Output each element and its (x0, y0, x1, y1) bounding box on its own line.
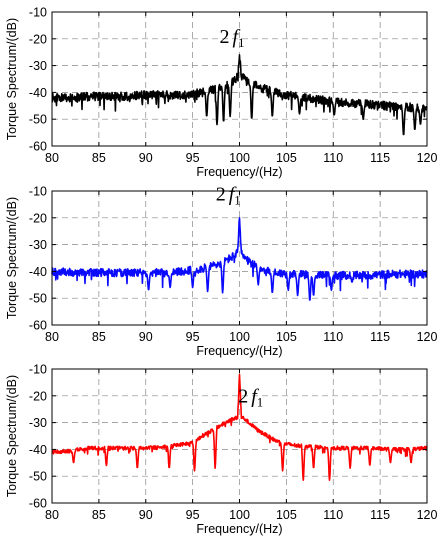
x-tick-label: 95 (186, 508, 200, 522)
y-tick-label: -60 (29, 497, 47, 511)
y-tick-label: -20 (29, 389, 47, 403)
peak-annotation: 2 f1 (238, 386, 263, 410)
grid (52, 12, 427, 146)
y-tick-label: -30 (29, 238, 47, 252)
y-tick-label: -40 (29, 443, 47, 457)
peak-annotation: 2 f1 (219, 26, 244, 50)
x-tick-label: 85 (92, 508, 106, 522)
annotation-subscript: 1 (257, 395, 264, 410)
x-tick-label: 105 (276, 330, 297, 344)
x-tick-label: 105 (276, 508, 297, 522)
annotation-subscript: 1 (234, 192, 241, 207)
x-axis-label: Frequency/(Hz) (196, 522, 282, 536)
y-tick-label: -10 (29, 363, 47, 377)
y-tick-label: -50 (29, 292, 47, 306)
chart-panel-1: 80 85 90 95 100 105 110 115 120 -10 -20 -30 -40 -50 -6… (5, 6, 437, 180)
y-tick-label: -40 (29, 86, 47, 100)
annotation-subscript: 1 (238, 35, 245, 50)
spectrum-line (51, 217, 428, 301)
x-tick-label: 105 (276, 151, 297, 165)
x-tick-label: 100 (229, 151, 250, 165)
x-tick-label: 85 (92, 330, 106, 344)
y-tick-label: -40 (29, 265, 47, 279)
y-tick-label: -60 (29, 140, 47, 154)
x-tick-label: 115 (370, 508, 390, 522)
x-tick-label: 110 (323, 508, 343, 522)
peak-annotation: 2 f1 (216, 183, 241, 207)
x-tick-label: 115 (370, 151, 390, 165)
y-tick-label: -10 (29, 6, 47, 20)
x-tick-label: 100 (229, 508, 250, 522)
grid (52, 191, 427, 325)
x-tick-label: 110 (323, 151, 343, 165)
chart-panel-3: 80 85 90 95 100 105 110 115 120 -10 -20 -30 -40 -50 -6… (5, 363, 437, 537)
x-tick-label: 90 (139, 330, 153, 344)
y-tick-label: -30 (29, 59, 47, 73)
x-tick-label: 110 (323, 330, 343, 344)
x-tick-label: 80 (45, 508, 59, 522)
x-tick-label: 95 (186, 330, 200, 344)
x-tick-label: 120 (417, 330, 438, 344)
chart-panel-2: 80 85 90 95 100 105 110 115 120 -10 -20 -30 -40 -50 -6… (5, 183, 437, 358)
x-tick-label: 120 (417, 508, 438, 522)
annotation-variable: f (251, 386, 259, 408)
spectrum-line (51, 373, 428, 482)
y-tick-label: -50 (29, 470, 47, 484)
annotation-variable: f (232, 26, 240, 48)
x-tick-label: 115 (370, 330, 390, 344)
x-tick-label: 120 (417, 151, 438, 165)
x-tick-label: 80 (45, 151, 59, 165)
x-tick-label: 85 (92, 151, 106, 165)
annotation-variable: f (229, 183, 237, 205)
annotation-coefficient: 2 (238, 386, 248, 408)
y-tick-label: -10 (29, 185, 47, 199)
x-axis-label: Frequency/(Hz) (196, 165, 282, 179)
y-axis-label: Torque Spectrum/(dB) (5, 375, 19, 497)
x-tick-label: 100 (229, 330, 250, 344)
x-tick-label: 80 (45, 330, 59, 344)
spectrum-line (51, 54, 428, 136)
y-axis-label: Torque Spectrum/(dB) (5, 18, 19, 140)
y-axis-label: Torque Spectrum/(dB) (5, 197, 19, 319)
y-tick-label: -20 (29, 32, 47, 46)
x-tick-label: 90 (139, 508, 153, 522)
y-tick-label: -30 (29, 416, 47, 430)
y-tick-label: -60 (29, 319, 47, 333)
y-tick-label: -50 (29, 113, 47, 127)
x-axis-label: Frequency/(Hz) (196, 344, 282, 358)
annotation-coefficient: 2 (216, 183, 226, 205)
x-tick-label: 95 (186, 151, 200, 165)
annotation-coefficient: 2 (219, 26, 229, 48)
x-tick-label: 90 (139, 151, 153, 165)
grid (52, 369, 427, 503)
y-tick-label: -20 (29, 211, 47, 225)
